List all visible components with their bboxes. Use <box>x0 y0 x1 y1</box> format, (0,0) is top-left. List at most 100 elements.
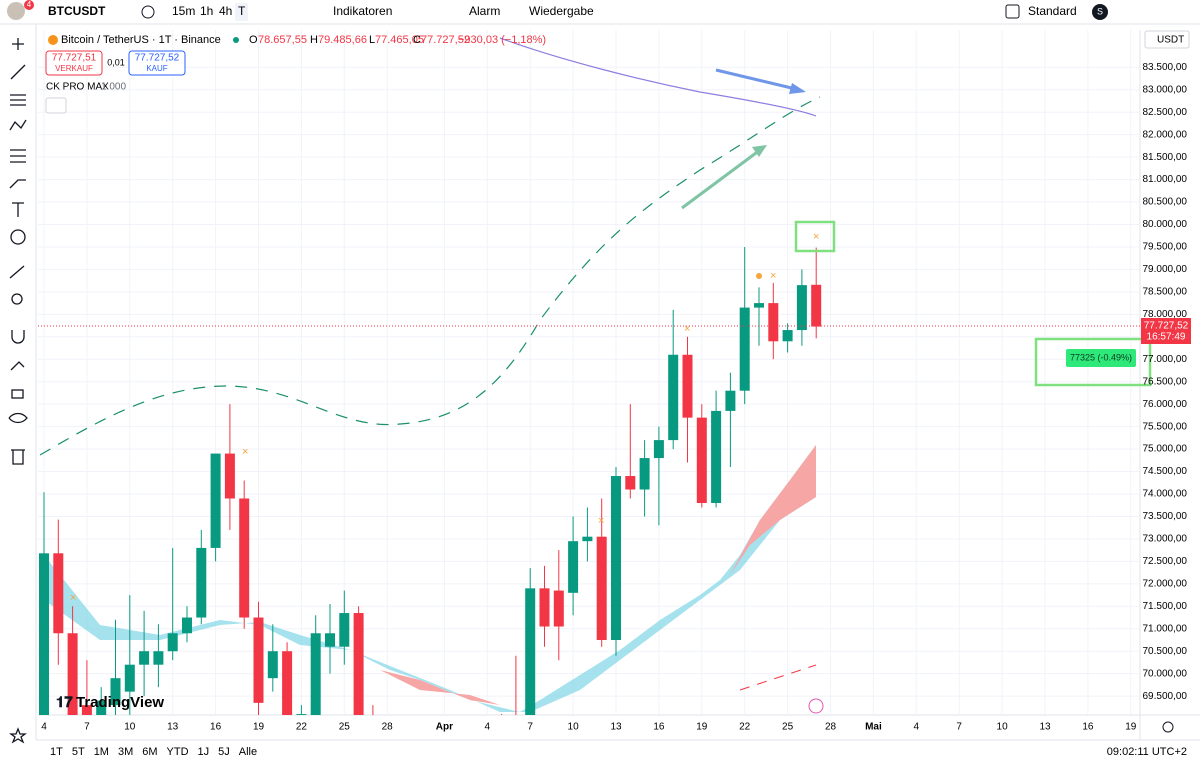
layout-button[interactable]: Standard <box>1028 4 1077 18</box>
y-tick-label: 73.500,00 <box>1143 511 1188 522</box>
x-tick-label: 28 <box>825 722 837 733</box>
y-tick-label: 77.000,00 <box>1143 354 1188 365</box>
add-symbol[interactable] <box>141 5 155 19</box>
range-button[interactable]: 6M <box>142 746 157 758</box>
y-tick-label: 72.000,00 <box>1143 578 1188 589</box>
y-tick-label: 80.500,00 <box>1143 197 1188 208</box>
drawing-tools[interactable] <box>8 38 28 744</box>
profile-avatar[interactable] <box>7 2 25 20</box>
sell-price: 77.727,51 <box>52 53 97 64</box>
x-tick-label: 19 <box>1125 722 1137 733</box>
y-tick-label: 79.000,00 <box>1143 264 1188 275</box>
x-tick-label: 7 <box>527 722 533 733</box>
legend-change: −930,03 (−1,18%) <box>458 34 546 46</box>
replay-button[interactable]: Wiedergabe <box>529 4 594 18</box>
buy-button[interactable] <box>128 50 186 76</box>
y-tick-label: 81.000,00 <box>1143 174 1188 185</box>
sell-button[interactable] <box>45 50 103 76</box>
y-tick-label: 79.500,00 <box>1143 242 1188 253</box>
x-tick-label: 10 <box>997 722 1009 733</box>
candle-body <box>382 750 392 768</box>
x-tick-label: 4 <box>914 722 920 733</box>
purple-line <box>499 37 817 117</box>
candle-body <box>739 307 750 391</box>
range-button[interactable]: 5J <box>218 746 230 758</box>
candle-body <box>696 417 707 503</box>
candle-body <box>468 750 478 768</box>
range-button[interactable]: YTD <box>167 746 189 758</box>
candle-body <box>511 741 521 763</box>
y-tick-label: 72.500,00 <box>1143 556 1188 567</box>
legend-c: 77.727,52 <box>421 34 470 46</box>
candle-body <box>539 588 550 627</box>
candle-body <box>525 588 536 715</box>
interval[interactable]: T <box>238 4 246 18</box>
candle-body <box>582 536 593 542</box>
range-button[interactable]: 1J <box>198 746 210 758</box>
arrow <box>715 68 801 92</box>
dashed-line <box>739 664 817 691</box>
y-tick-label: 74.000,00 <box>1143 489 1188 500</box>
candle-body <box>196 547 207 618</box>
user-icon[interactable] <box>1092 4 1108 20</box>
status-dot <box>233 37 239 43</box>
arrow <box>681 148 761 210</box>
currency-button[interactable] <box>1144 30 1190 49</box>
candle-body <box>182 617 192 634</box>
cloud <box>380 670 500 705</box>
settings-icon[interactable] <box>1162 721 1174 733</box>
annotations: × × × × × × 77325 (-0.49%) 𝟏𝟕 TradingView <box>38 68 1152 714</box>
interval[interactable]: 1h <box>200 4 213 18</box>
buy-label: KAUF <box>146 64 167 73</box>
candle-body <box>725 390 736 411</box>
range-button[interactable]: 5T <box>72 746 85 758</box>
last-price: 77.727,52 <box>1144 321 1189 332</box>
x-tick-label: 28 <box>382 722 394 733</box>
highlight-box <box>794 220 836 253</box>
x-tick-label: 16 <box>1082 722 1094 733</box>
candle-body <box>425 759 435 768</box>
candle-body <box>796 285 807 331</box>
candle-body <box>568 541 579 593</box>
candle-body <box>53 553 64 634</box>
candle-body <box>110 678 121 706</box>
candle-body <box>253 617 264 703</box>
range-button[interactable]: Alle <box>239 746 257 758</box>
x-tick-label: Mai <box>865 722 882 733</box>
candle-body <box>81 705 92 715</box>
candle-body <box>96 700 107 715</box>
arrow-head <box>752 145 767 157</box>
x-tick-label: 7 <box>956 722 962 733</box>
y-tick-label: 82.000,00 <box>1143 129 1188 140</box>
legend-c-label: C <box>413 34 421 46</box>
indicators-button[interactable]: Indikatoren <box>333 4 392 18</box>
legend-o-label: O <box>249 34 258 46</box>
collapse-button[interactable] <box>45 97 67 114</box>
candle-body <box>153 651 164 665</box>
countdown: 16:57:49 <box>1147 332 1186 343</box>
range-button[interactable]: 1T <box>50 746 63 758</box>
symbol[interactable]: BTCUSDT <box>48 4 106 18</box>
range-button[interactable]: 3M <box>118 746 133 758</box>
candle-body <box>239 498 250 618</box>
x-tick-label: 10 <box>124 722 136 733</box>
candle-body <box>67 633 78 715</box>
range-button[interactable]: 1M <box>94 746 109 758</box>
alarm-button[interactable]: Alarm <box>469 4 500 18</box>
event-icon[interactable] <box>808 698 824 714</box>
logo-text: TradingView <box>76 694 164 711</box>
time-axis: 4 7 10 13 16 19 22 25 28 Apr 4 7 10 13 16 19 22 25 28 Mai 4 7… <box>41 722 1137 733</box>
checkbox[interactable] <box>1005 4 1020 19</box>
y-tick-label: 76.000,00 <box>1143 399 1188 410</box>
x-tick-label: 25 <box>339 722 351 733</box>
legend-title: Bitcoin / TetherUS · 1T · Binance <box>61 34 221 46</box>
y-tick-label: 71.500,00 <box>1143 601 1188 612</box>
interval[interactable]: 15m <box>172 4 195 18</box>
last-price-tag <box>1141 318 1191 344</box>
candle-body <box>811 284 822 327</box>
legend-l: 77.465,05 <box>375 34 424 46</box>
svg-text:×: × <box>770 270 776 282</box>
candle-body <box>711 410 722 503</box>
interval[interactable]: 4h <box>219 4 232 18</box>
candle-body <box>325 633 335 647</box>
